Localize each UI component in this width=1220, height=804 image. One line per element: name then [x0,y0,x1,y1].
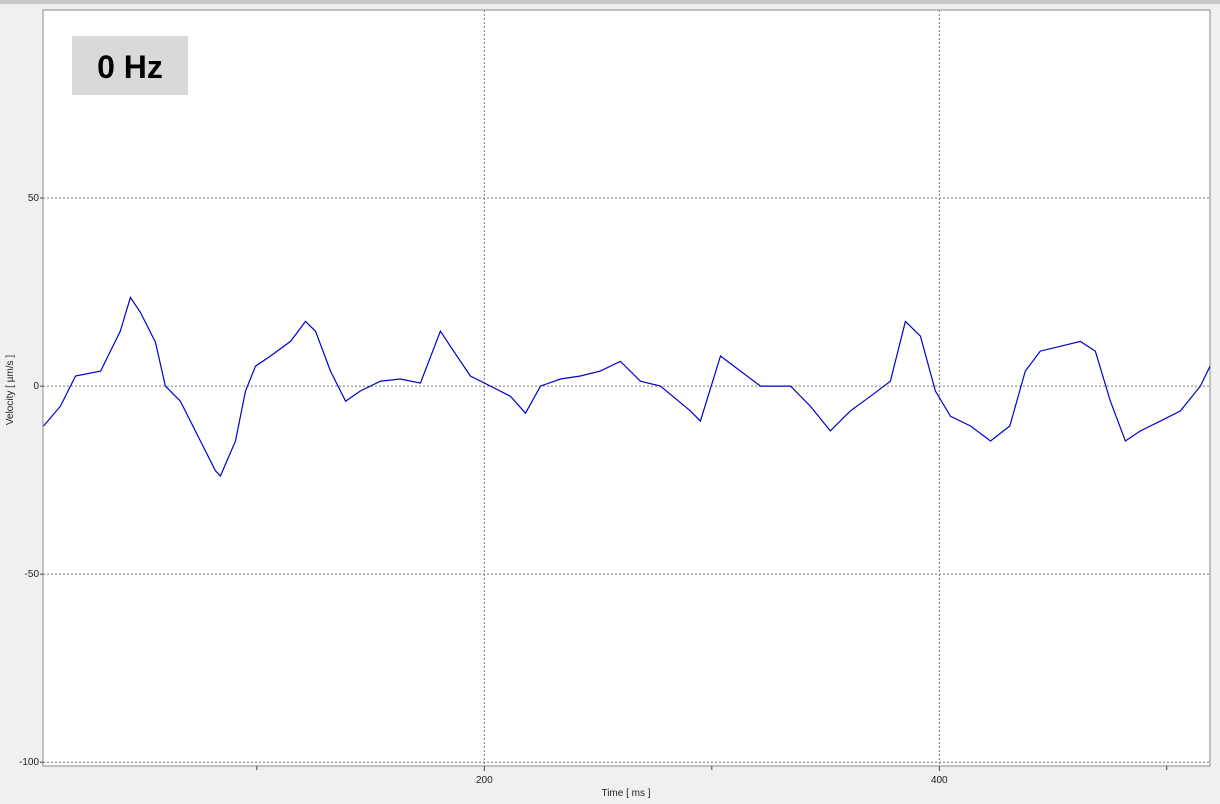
y-tick-label: -50 [25,569,40,580]
plot-area [42,9,1211,767]
y-tick-label: 0 [33,381,39,392]
data-line [43,296,1211,478]
y-tick-label: -100 [19,757,39,768]
x-axis-label: Time [ ms ] [601,788,650,799]
top-bar [0,0,1220,4]
y-axis-label: Velocity [ µm/s ] [5,355,16,425]
annotation: 0 Hz [97,49,163,85]
x-tick-label: 200 [476,775,493,786]
y-tick-label: 50 [28,193,40,204]
annotation-box [72,36,188,95]
x-tick-label: 400 [931,775,948,786]
